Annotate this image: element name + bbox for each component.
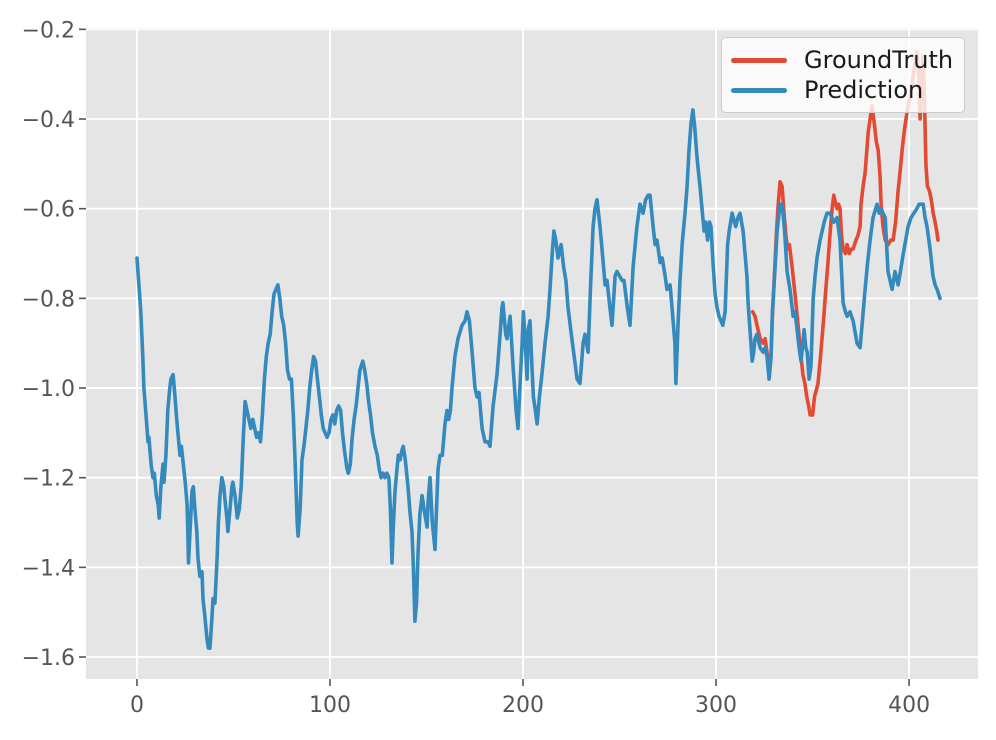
y-tick-label: −1.2 (22, 467, 75, 492)
y-tick-label: −0.2 (22, 18, 75, 43)
legend-swatch-prediction-line (731, 87, 787, 93)
y-tick-label: −0.8 (22, 287, 75, 312)
y-tick-label: −0.4 (22, 108, 75, 133)
legend-label-groundtruth: GroundTruth (804, 46, 954, 74)
legend-swatch-groundtruth-line (731, 57, 787, 63)
x-tick-label: 0 (130, 693, 144, 718)
y-tick-label: −1.0 (22, 377, 75, 402)
x-tick-label: 300 (695, 693, 737, 718)
legend: GroundTruth Prediction (721, 37, 965, 113)
x-tick-label: 100 (309, 693, 351, 718)
y-tick-label: −0.6 (22, 198, 75, 223)
y-tick-label: −1.6 (22, 646, 75, 671)
x-tick-label: 200 (502, 693, 544, 718)
series-line-prediction (135, 108, 942, 650)
legend-item-prediction: Prediction (731, 78, 956, 102)
x-tick-label: 400 (888, 693, 930, 718)
legend-item-groundtruth: GroundTruth (731, 48, 956, 72)
legend-label-prediction: Prediction (804, 76, 924, 104)
y-tick-label: −1.4 (22, 556, 75, 581)
